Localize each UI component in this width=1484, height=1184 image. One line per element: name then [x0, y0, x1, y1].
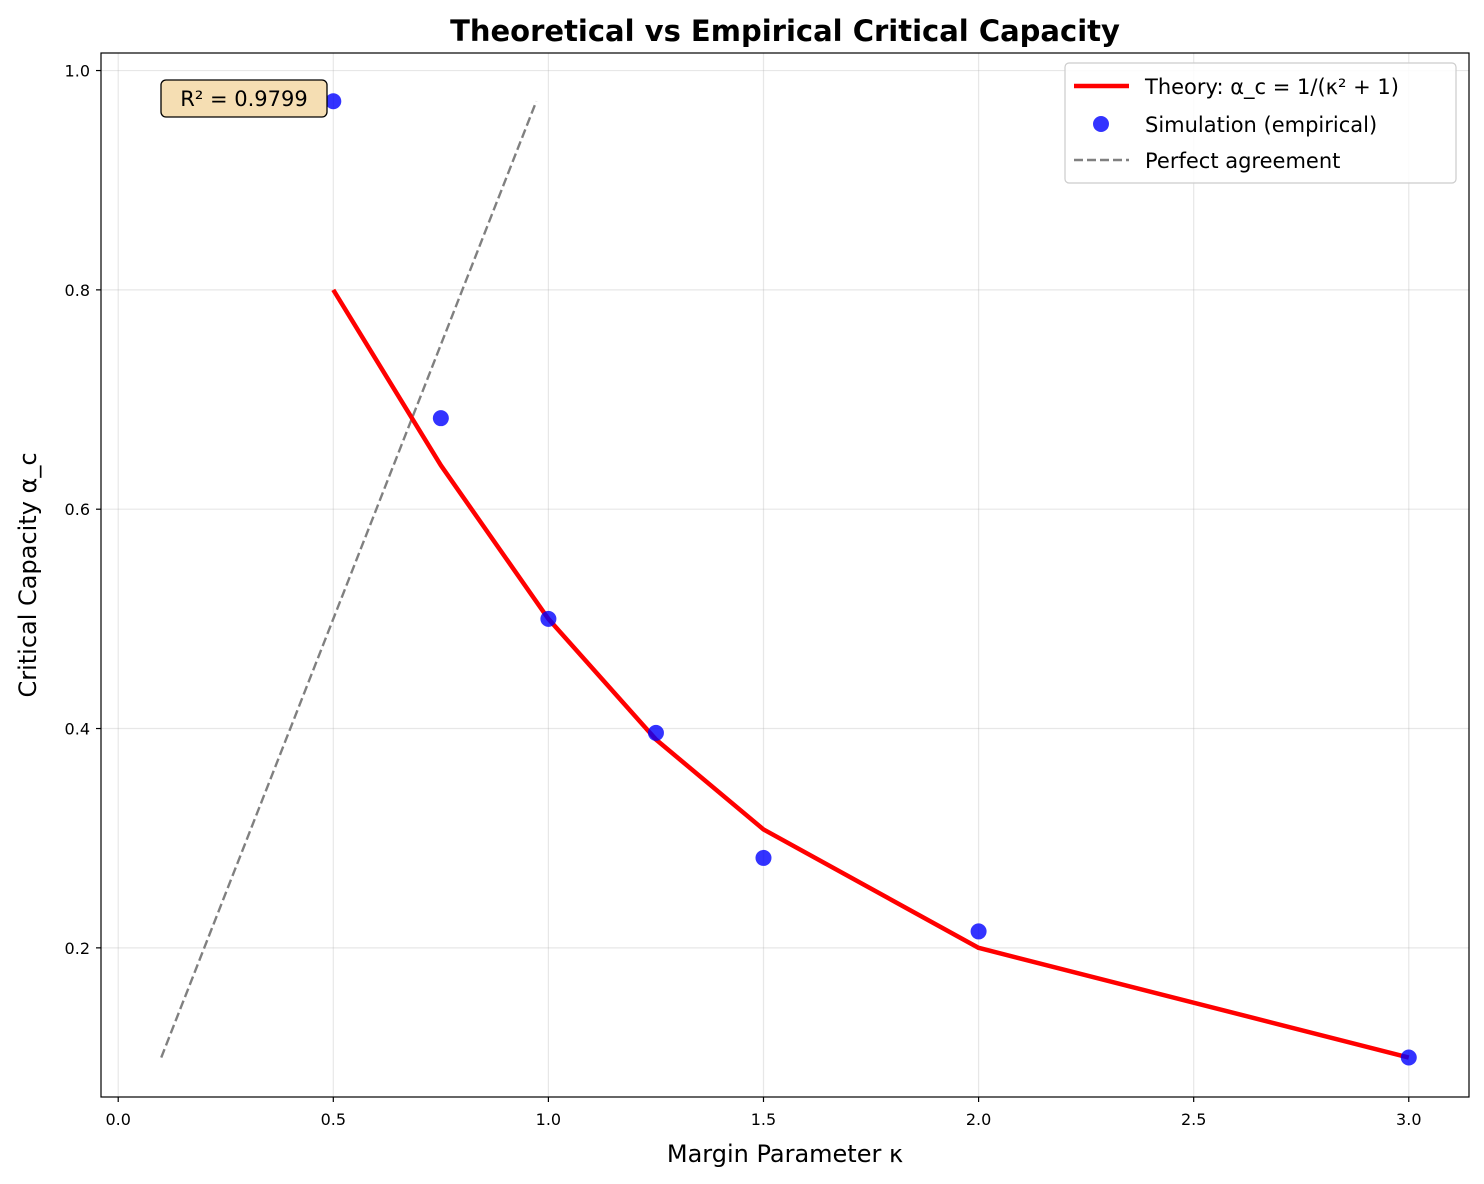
chart-title: Theoretical vs Empirical Critical Capaci…	[450, 14, 1120, 48]
axis-ticks: 0.0 0.5 1.0 1.5 2.0 2.5 3.0 0.2 0.4 0.6 0.8 1.0	[65, 62, 1422, 1129]
legend-simulation-label: Simulation (empirical)	[1145, 113, 1377, 137]
annotation-box	[160, 79, 328, 118]
y-tick-label: 0.4	[65, 720, 90, 739]
legend-simulation-swatch	[1093, 116, 1109, 132]
simulation-point	[432, 410, 449, 427]
grid	[101, 53, 1469, 1097]
x-tick-label: 1.5	[751, 1110, 776, 1129]
simulation-point	[970, 923, 987, 940]
x-tick-label: 3.0	[1396, 1110, 1421, 1129]
simulation-point	[755, 849, 772, 866]
r-squared-annotation: R² = 0.9799	[160, 79, 328, 118]
x-tick-label: 1.0	[536, 1110, 561, 1129]
y-tick-label: 0.6	[65, 500, 90, 519]
y-tick-label: 0.8	[65, 281, 90, 300]
x-tick-label: 0.5	[321, 1110, 346, 1129]
y-axis-label: Critical Capacity α_c	[14, 452, 42, 697]
y-tick-label: 1.0	[65, 62, 90, 81]
simulation-point	[325, 93, 342, 110]
x-tick-label: 2.5	[1181, 1110, 1206, 1129]
plot-frame	[100, 52, 1470, 1098]
simulation-point	[540, 610, 557, 627]
x-tick-label: 2.0	[966, 1110, 991, 1129]
legend-frame	[1064, 62, 1457, 184]
legend-theory-label: Theory: α_c = 1/(κ² + 1)	[1144, 75, 1399, 100]
x-tick-label: 0.0	[105, 1110, 130, 1129]
annotation-text: R² = 0.9799	[180, 87, 307, 111]
simulation-point	[1400, 1049, 1417, 1066]
perfect-agreement-line	[160, 100, 538, 1058]
legend: Theory: α_c = 1/(κ² + 1) Simulation (emp…	[1064, 62, 1457, 184]
y-tick-label: 0.2	[65, 939, 90, 958]
simulation-point	[647, 724, 664, 741]
plot-series	[160, 93, 1417, 1066]
legend-agreement-label: Perfect agreement	[1145, 149, 1340, 173]
x-axis-label: Margin Parameter κ	[667, 1140, 903, 1168]
